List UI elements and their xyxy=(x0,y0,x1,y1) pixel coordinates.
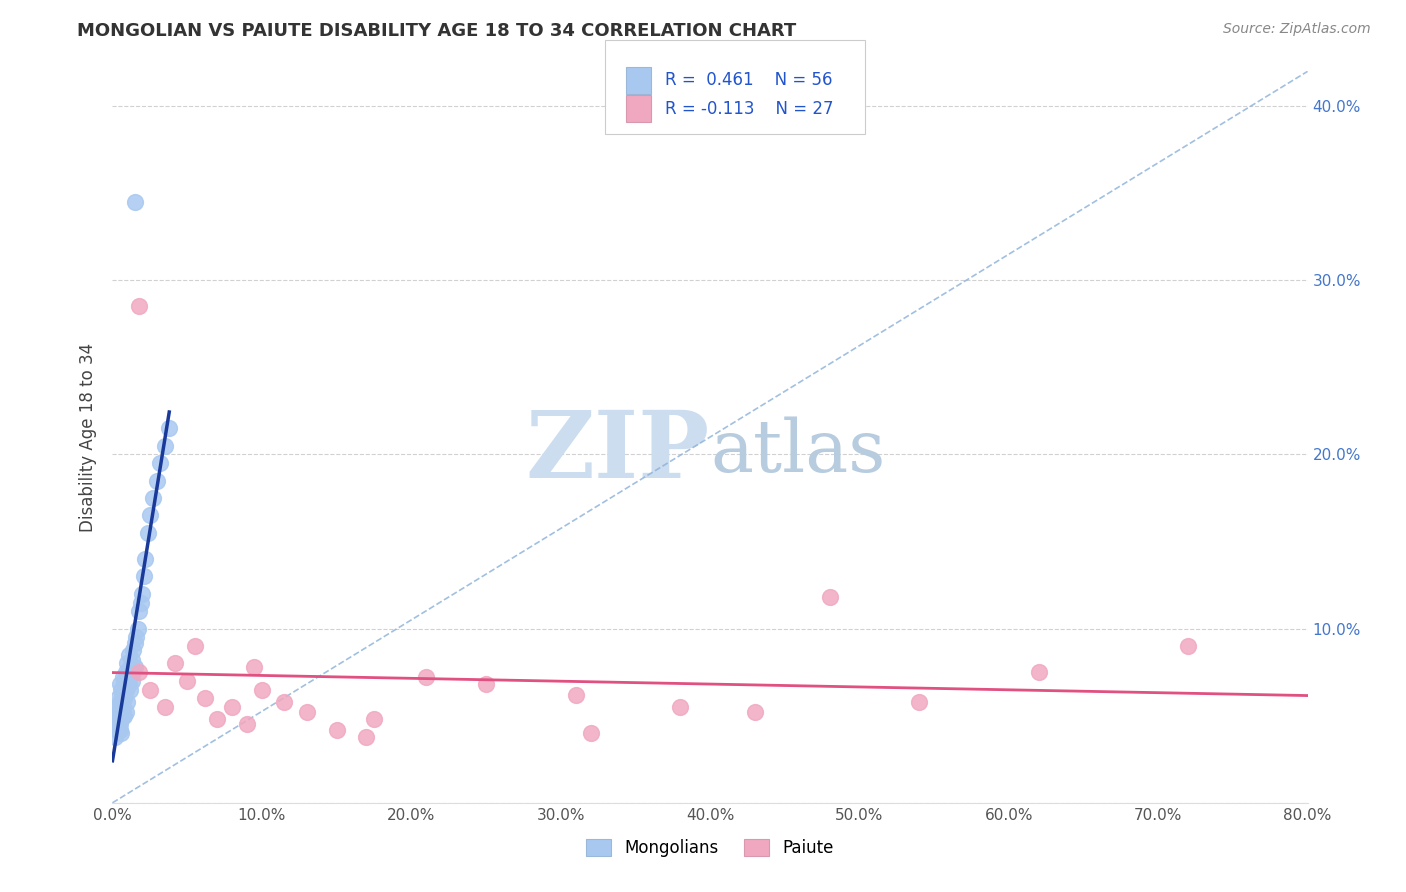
Point xyxy=(1028,665,1050,680)
Point xyxy=(165,657,187,671)
Point xyxy=(120,682,142,697)
Point xyxy=(149,456,172,470)
Point xyxy=(415,670,437,684)
Point xyxy=(153,700,176,714)
Point xyxy=(818,591,841,605)
Point xyxy=(115,705,138,719)
Point xyxy=(117,673,139,688)
Point xyxy=(129,595,152,609)
Point xyxy=(108,723,131,737)
Point xyxy=(111,670,134,684)
Point xyxy=(250,682,273,697)
Point xyxy=(183,639,205,653)
Point xyxy=(153,439,176,453)
Point xyxy=(128,665,150,680)
Point xyxy=(128,300,150,314)
Point xyxy=(114,708,135,723)
Text: R =  0.461    N = 56: R = 0.461 N = 56 xyxy=(665,71,832,89)
Point xyxy=(139,508,162,523)
Point xyxy=(122,665,145,680)
Point xyxy=(122,642,145,657)
Point xyxy=(295,705,318,719)
Point xyxy=(110,712,132,726)
Point xyxy=(111,688,134,702)
Point xyxy=(325,723,347,737)
Point xyxy=(132,569,155,583)
Point xyxy=(139,682,162,697)
Point xyxy=(475,677,498,691)
Point xyxy=(118,670,141,684)
Point xyxy=(121,653,143,667)
Point xyxy=(107,691,129,706)
Point xyxy=(176,673,198,688)
Point xyxy=(121,673,143,688)
Point xyxy=(669,700,692,714)
Point xyxy=(114,691,135,706)
Point xyxy=(142,491,165,505)
Point xyxy=(128,604,150,618)
Point xyxy=(356,730,378,744)
Point xyxy=(243,660,266,674)
Point xyxy=(111,700,134,714)
Point xyxy=(107,705,129,719)
Point xyxy=(115,665,138,680)
Point xyxy=(104,730,127,744)
Point xyxy=(110,726,132,740)
Point xyxy=(273,695,295,709)
Y-axis label: Disability Age 18 to 34: Disability Age 18 to 34 xyxy=(79,343,97,532)
Point xyxy=(107,717,129,731)
Point xyxy=(134,552,156,566)
Point xyxy=(131,587,153,601)
Point xyxy=(114,673,135,688)
Point xyxy=(564,688,586,702)
Point xyxy=(363,712,385,726)
Text: R = -0.113    N = 27: R = -0.113 N = 27 xyxy=(665,100,834,118)
Point xyxy=(579,726,602,740)
Text: MONGOLIAN VS PAIUTE DISABILITY AGE 18 TO 34 CORRELATION CHART: MONGOLIAN VS PAIUTE DISABILITY AGE 18 TO… xyxy=(77,22,797,40)
Point xyxy=(108,717,131,731)
Point xyxy=(105,723,128,737)
Point xyxy=(117,695,139,709)
Point xyxy=(120,660,142,674)
Text: ZIP: ZIP xyxy=(526,407,710,497)
Text: atlas: atlas xyxy=(710,417,886,487)
Point xyxy=(1177,639,1199,653)
Point xyxy=(108,677,131,691)
Point xyxy=(908,695,931,709)
Point xyxy=(115,682,138,697)
Point xyxy=(110,682,132,697)
Point xyxy=(124,194,146,209)
Point xyxy=(121,665,143,680)
Point xyxy=(221,700,243,714)
Text: Source: ZipAtlas.com: Source: ZipAtlas.com xyxy=(1223,22,1371,37)
Point xyxy=(105,700,128,714)
Point xyxy=(194,691,217,706)
Point xyxy=(744,705,766,719)
Point xyxy=(236,717,259,731)
Point xyxy=(205,712,228,726)
Point xyxy=(117,657,139,671)
Point xyxy=(138,525,160,540)
Point xyxy=(108,695,131,709)
Point xyxy=(157,421,180,435)
Point xyxy=(125,631,148,645)
Point xyxy=(111,705,134,719)
Point xyxy=(105,712,128,726)
Point xyxy=(124,660,146,674)
Point xyxy=(107,708,129,723)
Point xyxy=(110,700,132,714)
Point xyxy=(146,474,169,488)
Point xyxy=(118,648,141,662)
Point xyxy=(118,677,141,691)
Point xyxy=(124,635,146,649)
Point xyxy=(127,622,149,636)
Point xyxy=(114,691,135,706)
Legend: Mongolians, Paiute: Mongolians, Paiute xyxy=(579,832,841,864)
